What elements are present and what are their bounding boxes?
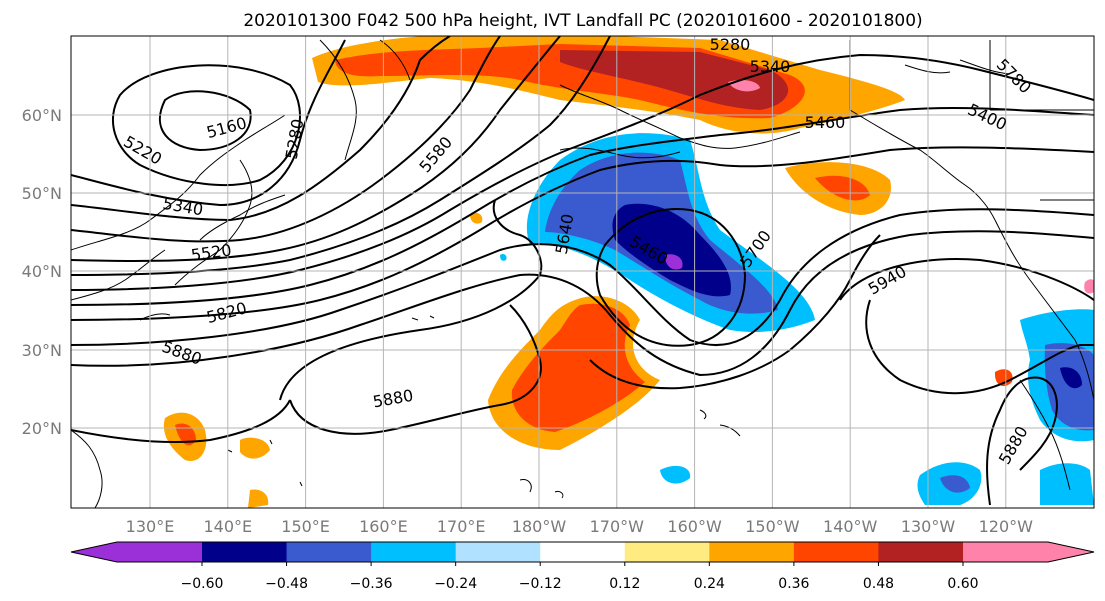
colorbar-tick-label: 0.24 [694,576,725,592]
colorbar-outline [70,541,1095,563]
colorbar-tick-labels: −0.60 −0.48 −0.36 −0.24 −0.12 0.12 0.24 0.36 0.4… [181,562,979,592]
longitude-tick-label: 140°E [203,517,252,536]
longitude-tick-label: 170°W [590,517,645,536]
colorbar-tick-label: 0.48 [863,576,894,592]
colorbar-tick-label: −0.12 [519,576,562,592]
colorbar-segment [624,542,710,562]
longitude-tick-label: 160°E [359,517,408,536]
colorbar-tick-label: −0.60 [181,576,224,592]
latitude-tick-label: 20°N [22,419,62,438]
gridlines [71,36,1094,508]
colorbar-segment [709,542,795,562]
longitude-tick-label: 170°E [437,517,486,536]
colorbar-segment [286,542,372,562]
colorbar [70,541,1095,563]
latitude-tick-label: 40°N [22,262,62,281]
longitude-tick-label: 150°E [281,517,330,536]
map-panel: 5280 5340 5780 5220 5160 5280 5400 5460 … [70,35,1095,509]
longitude-tick-label: 160°W [667,517,722,536]
longitude-tick-labels: 130°E 140°E 150°E 160°E 170°E 180°W 170°W 160°W… [126,517,1033,536]
map-title: 2020101300 F042 500 hPa height, IVT Land… [243,11,922,31]
coastlines [71,39,1094,508]
longitude-tick-label: 150°W [745,517,800,536]
longitude-tick-label: 120°W [979,517,1034,536]
colorbar-segment [540,542,626,562]
colorbar-segment [371,542,457,562]
colorbar-segment [793,542,879,562]
colorbar-segment [202,542,288,562]
contour-label: 5340 [750,57,791,76]
colorbar-extension-high [963,542,1094,562]
colorbar-tick-label: 0.12 [609,576,640,592]
colorbar-tick-label: 0.60 [947,576,978,592]
colorbar-extension-low [71,542,202,562]
colorbar-tick-label: −0.36 [350,576,393,592]
latitude-tick-label: 30°N [22,341,62,360]
longitude-tick-label: 130°E [126,517,175,536]
longitude-tick-label: 140°W [823,517,878,536]
colorbar-tick-label: −0.48 [265,576,308,592]
colorbar-segment [878,542,964,562]
colorbar-tick-label: 0.36 [778,576,809,592]
longitude-tick-label: 130°W [901,517,956,536]
longitude-tick-label: 180°W [512,517,567,536]
contour-label: 5280 [710,35,751,54]
latitude-tick-labels: 60°N 50°N 40°N 30°N 20°N [22,106,62,438]
latitude-tick-label: 50°N [22,184,62,203]
map-frame [70,35,1095,509]
colorbar-segment [455,542,541,562]
latitude-tick-label: 60°N [22,106,62,125]
contour-label: 5460 [805,113,846,132]
colorbar-tick-label: −0.24 [434,576,477,592]
